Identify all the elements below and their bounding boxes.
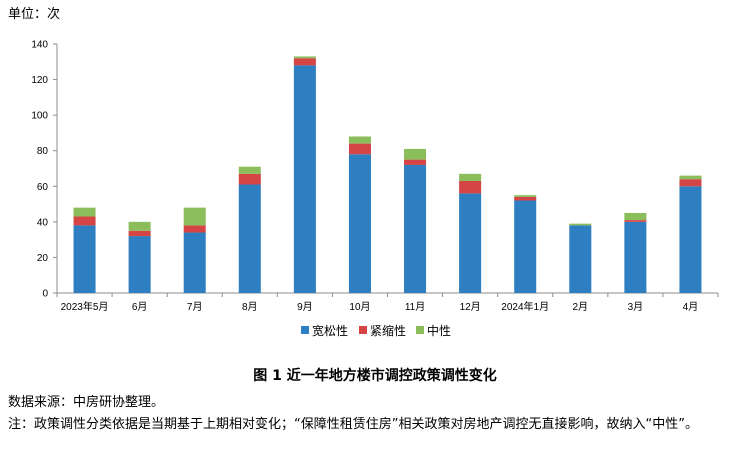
bar-segment-3-8	[459, 173, 482, 181]
bar-segment-1-8	[459, 193, 482, 293]
x-tick-label: 10月	[349, 301, 370, 313]
x-tick-label: 7月	[187, 301, 203, 313]
bar-segment-3-1	[73, 207, 96, 217]
bar-segment-1-7	[404, 164, 427, 293]
stacked-bar-chart: 2023年5月 6月 7月 8月 9月 10月 11月 12月 2024年1月 2月 3月 4月 0 2…	[31, 40, 719, 338]
source-note: 数据来源：中房研协整理。	[8, 395, 165, 410]
x-tick-labels: 2023年5月 6月 7月 8月 9月 10月 11月 12月 2024年1月 2月 3月 4月	[61, 300, 699, 313]
bar-segment-2-5	[293, 58, 316, 66]
bar-segment-2-4	[238, 173, 261, 185]
x-tick-label: 8月	[242, 301, 258, 313]
x-tick-label: 4月	[683, 301, 699, 313]
legend-label: 宽松性	[312, 323, 348, 338]
y-tick-label: 20	[37, 253, 49, 264]
bar-segment-2-7	[404, 159, 427, 165]
bar-segment-3-5	[293, 56, 316, 59]
bar-segment-3-4	[238, 166, 261, 174]
y-tick-label: 60	[37, 182, 49, 193]
x-tick-label: 9月	[297, 301, 313, 313]
legend-swatch	[416, 326, 424, 334]
bar-segment-3-9	[514, 195, 537, 197]
y-tick-labels: 0 20 40 60 80 100 120 140	[31, 40, 48, 300]
bar-segment-3-11	[624, 212, 647, 221]
bar-segment-2-3	[183, 225, 206, 233]
bar-segment-3-12	[679, 175, 702, 180]
legend-label: 中性	[427, 323, 451, 338]
bar-segment-1-12	[679, 186, 702, 293]
y-tick-label: 0	[42, 289, 48, 300]
x-tick-label: 6月	[132, 301, 148, 313]
bar-segment-1-5	[293, 65, 316, 293]
bar-segment-2-12	[679, 179, 702, 187]
bar-segment-2-2	[128, 230, 151, 237]
bars	[73, 56, 702, 293]
y-tick-label: 80	[37, 146, 49, 157]
bar-segment-2-11	[624, 220, 647, 222]
figure-caption: 图 1 近一年地方楼市调控政策调性变化	[253, 368, 497, 384]
x-tick-label: 2024年1月	[501, 300, 549, 313]
bar-segment-1-3	[183, 232, 206, 293]
bar-segment-3-7	[404, 148, 427, 160]
x-tick-label: 12月	[460, 301, 481, 313]
bar-segment-3-2	[128, 221, 151, 231]
bar-segment-1-2	[128, 236, 151, 293]
x-tick-label: 11月	[405, 301, 425, 313]
bar-segment-3-3	[183, 207, 206, 226]
x-tick-label: 3月	[628, 301, 644, 313]
footnote: 注：政策调性分类依据是当期基于上期相对变化；“保障性租赁住房”相关政策对房地产调…	[8, 417, 698, 432]
legend-swatch	[359, 326, 367, 334]
y-tick-label: 140	[31, 40, 48, 51]
axes	[53, 43, 719, 297]
bar-segment-2-8	[459, 180, 482, 194]
y-tick-label: 120	[31, 75, 48, 86]
legend-swatch	[301, 326, 309, 334]
legend: 宽松性 紧缩性 中性	[301, 323, 451, 338]
bar-segment-1-9	[514, 200, 537, 293]
bar-segment-1-11	[624, 221, 647, 293]
unit-label: 单位：次	[8, 7, 61, 22]
bar-segment-3-10	[569, 223, 592, 226]
bar-segment-1-1	[73, 225, 96, 293]
bar-segment-2-1	[73, 216, 96, 226]
x-tick-label: 2月	[573, 301, 589, 313]
bar-segment-1-6	[348, 154, 371, 293]
bar-segment-1-4	[238, 184, 261, 293]
bar-segment-1-10	[569, 225, 592, 293]
y-tick-label: 100	[31, 111, 48, 122]
x-tick-label: 2023年5月	[61, 300, 109, 313]
bar-segment-2-6	[348, 143, 371, 155]
legend-label: 紧缩性	[370, 323, 406, 338]
bar-segment-3-6	[348, 136, 371, 144]
bar-segment-2-9	[514, 196, 537, 201]
y-tick-label: 40	[37, 217, 49, 228]
